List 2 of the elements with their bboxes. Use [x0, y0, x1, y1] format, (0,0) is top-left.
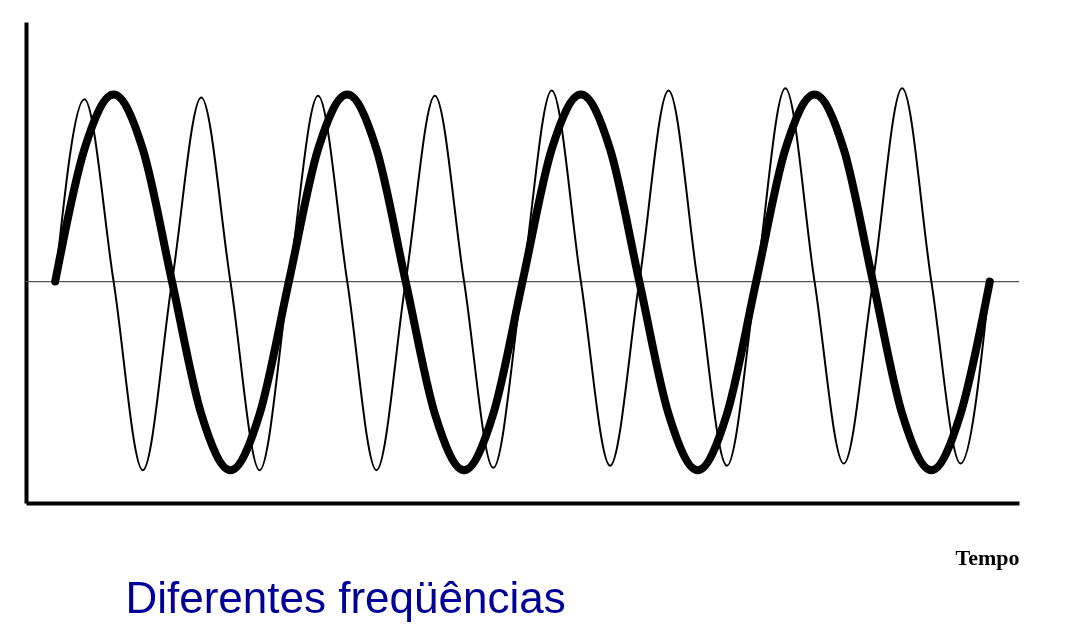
x-axis-title: Tempo [955, 544, 1020, 570]
text: Diferentes freqüências [125, 573, 566, 622]
